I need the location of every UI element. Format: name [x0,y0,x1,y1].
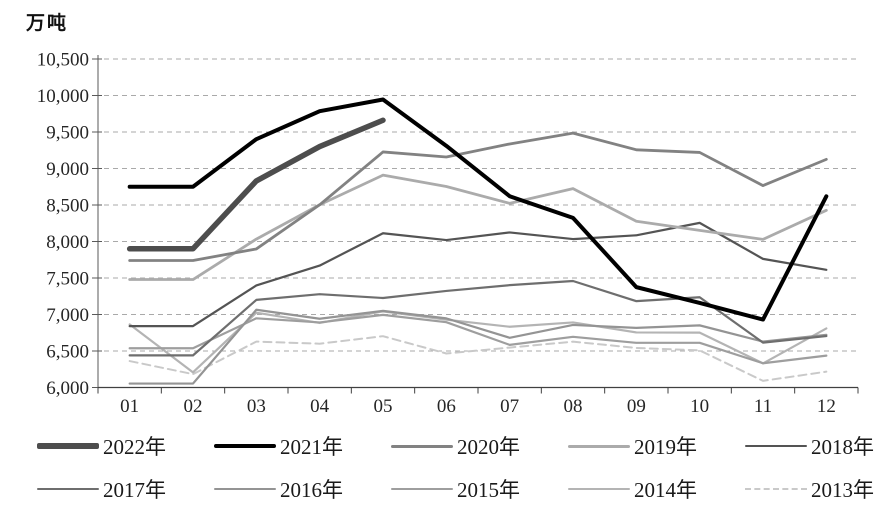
legend-line-swatch [568,444,630,448]
legend-label: 2016年 [280,478,343,502]
legend-item-2018年: 2018年 [745,431,881,461]
legend: 2022年 2021年 2020年 2019年 2018年 2017年 2016年 2015年… [0,431,881,504]
plot-area: 6,000 6,500 7,000 7,500 8,000 8,500 9,000 9,500… [37,50,859,417]
legend-item-2022年: 2022年 [37,431,214,461]
legend-line-swatch [391,488,453,490]
legend-label: 2014年 [634,478,697,502]
legend-line-swatch [745,488,807,490]
y-axis-tick-label: 10,000 [37,86,89,107]
legend-label: 2018年 [811,435,874,459]
legend-item-2020年: 2020年 [391,431,568,461]
legend-line-swatch [214,444,276,448]
series-line-2020年 [128,131,828,262]
legend-line-swatch [391,444,453,448]
series-line-2021年 [127,97,829,322]
x-axis-tick-label: 10 [690,396,709,417]
legend-item-2021年: 2021年 [214,431,391,461]
legend-label: 2015年 [457,478,520,502]
y-axis-tick-label: 9,500 [46,123,89,144]
y-axis-tick-label: 6,000 [46,378,89,399]
x-axis-tick-label: 12 [817,396,836,417]
x-axis-tick-label: 04 [310,396,330,417]
legend-label: 2020年 [457,435,520,459]
legend-label: 2021年 [280,435,343,459]
y-axis-tick-label: 8,000 [46,232,89,253]
legend-item-2015年: 2015年 [391,474,568,504]
x-axis-tick-label: 02 [184,396,203,417]
legend-item-2013年: 2013年 [745,474,881,504]
x-axis-tick-label: 03 [247,396,266,417]
x-axis-tick-label: 07 [500,396,519,417]
y-axis-tick-label: 7,500 [46,269,89,290]
y-axis-unit-label: 万吨 [26,13,69,34]
series-line-2019年 [128,173,828,281]
y-axis-tick-label: 6,500 [46,342,89,363]
x-axis-tick-label: 08 [564,396,583,417]
legend-line-swatch [745,445,807,447]
series-line-2018年 [128,221,828,328]
x-axis-tick-label: 06 [437,396,456,417]
y-axis-tick-label: 9,000 [46,159,89,180]
legend-line-swatch [214,488,276,490]
legend-item-2017年: 2017年 [37,474,214,504]
x-axis-tick-label: 11 [754,396,772,417]
legend-line-swatch [37,488,99,490]
legend-item-2019年: 2019年 [568,431,745,461]
legend-label: 2019年 [634,435,697,459]
legend-item-2016年: 2016年 [214,474,391,504]
legend-label: 2022年 [103,435,166,459]
series-line-2022年 [126,117,386,252]
y-axis-tick-label: 8,500 [46,196,89,217]
y-axis-tick-label: 10,500 [37,50,89,71]
y-axis-tick-label: 7,000 [46,305,89,326]
x-axis-tick-label: 05 [374,396,393,417]
series-line-2016年 [128,308,828,385]
legend-label: 2017年 [103,478,166,502]
legend-item-2014年: 2014年 [568,474,745,504]
x-axis-tick-label: 01 [120,396,139,417]
legend-row-2: 2017年 2016年 2015年 2014年 2013年 [0,474,881,504]
legend-line-swatch [37,443,99,449]
legend-label: 2013年 [811,478,874,502]
series-line-2013年 [128,335,828,382]
legend-line-swatch [568,488,630,490]
legend-row-1: 2022年 2021年 2020年 2019年 2018年 [0,431,881,461]
x-axis-tick-label: 09 [627,396,646,417]
